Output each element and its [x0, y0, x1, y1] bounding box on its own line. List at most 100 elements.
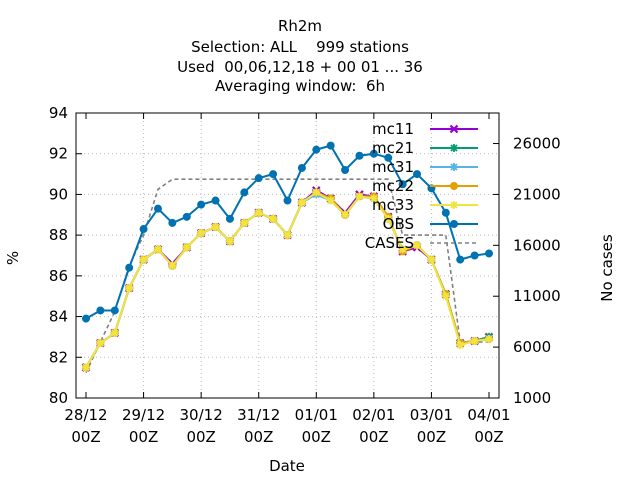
x-tick-label: 01/01 — [295, 406, 338, 424]
x-tick-label-time: 00Z — [71, 428, 100, 446]
data-point-mc33 — [168, 261, 177, 270]
data-point-mc33 — [211, 223, 220, 231]
data-point-obs — [341, 166, 350, 174]
data-point-obs — [326, 141, 335, 150]
y2-axis-label: No cases — [598, 234, 616, 302]
y-tick-label: 88 — [49, 226, 68, 244]
legend-label-obs: OBS — [383, 215, 414, 233]
data-point-obs — [456, 255, 465, 264]
y2-tick-label: 6000 — [513, 338, 551, 356]
chart-subtitle-averaging: Averaging window: 6h — [215, 77, 385, 95]
data-point-mc33 — [297, 198, 306, 207]
y-axis-label: % — [4, 251, 22, 265]
data-point-obs — [168, 218, 177, 227]
data-point-obs — [240, 188, 249, 197]
x-tick-label-time: 00Z — [302, 428, 331, 446]
series-mc33 — [82, 188, 493, 372]
series-mc22 — [82, 188, 493, 372]
x-tick-label: 31/12 — [237, 406, 280, 424]
y-tick-label: 90 — [49, 185, 68, 203]
y-tick-label: 86 — [49, 267, 68, 285]
x-tick-label: 28/12 — [64, 406, 107, 424]
legend-marker-mc11 — [449, 124, 459, 134]
legend-marker-obs — [450, 220, 458, 228]
y2-tick-label: 21000 — [513, 185, 561, 203]
data-point-obs — [82, 314, 90, 323]
data-point-obs — [355, 151, 364, 160]
data-point-obs — [182, 212, 191, 221]
legend-label-mc31: mc31 — [372, 158, 414, 176]
legend-label-mc33: mc33 — [372, 196, 414, 214]
y2-tick-label: 16000 — [513, 236, 561, 254]
data-point-mc33 — [355, 192, 364, 201]
data-point-mc33 — [398, 245, 407, 254]
series-mc11 — [81, 186, 494, 372]
data-point-mc33 — [341, 210, 350, 219]
data-point-obs — [413, 170, 422, 179]
data-point-mc33 — [456, 341, 465, 350]
data-point-mc33 — [427, 255, 436, 264]
x-tick-label-time: 00Z — [474, 428, 503, 446]
x-tick-label: 30/12 — [180, 406, 223, 424]
y-tick-label: 94 — [49, 104, 68, 122]
data-point-obs — [312, 145, 321, 154]
series-line-mc22 — [85, 191, 490, 369]
data-point-mc33 — [384, 214, 393, 223]
data-point-obs — [269, 170, 278, 179]
legend-marker-mc22 — [450, 182, 458, 190]
data-point-mc33 — [110, 328, 119, 337]
series-line-mc33 — [85, 191, 490, 369]
data-point-obs — [369, 149, 378, 158]
x-tick-label-time: 00Z — [186, 428, 215, 446]
data-point-mc33 — [254, 208, 263, 217]
data-point-mc33 — [413, 241, 422, 250]
series-line-mc31 — [85, 193, 490, 369]
data-point-mc33 — [312, 188, 321, 197]
plot-frame — [75, 112, 500, 399]
data-point-obs — [153, 204, 162, 213]
data-point-mc33 — [470, 337, 479, 345]
legend-label-mc11: mc11 — [372, 120, 414, 138]
y-tick-label: 84 — [49, 308, 68, 326]
legend-label-mc21: mc21 — [372, 139, 414, 157]
data-point-obs — [283, 196, 292, 205]
series-line-cases — [85, 178, 489, 373]
data-point-obs — [225, 214, 234, 223]
data-point-mc33 — [283, 231, 292, 240]
legend-label-mc22: mc22 — [372, 177, 414, 195]
x-tick-label-time: 00Z — [244, 428, 273, 446]
data-point-obs — [197, 200, 206, 209]
data-point-obs — [441, 208, 450, 217]
x-tick-label: 02/01 — [352, 406, 395, 424]
data-point-mc33 — [441, 292, 450, 301]
y2-tick-label: 26000 — [513, 135, 561, 153]
legend-marker-mc33 — [450, 201, 458, 209]
series-line-mc11 — [85, 189, 490, 369]
data-point-obs — [96, 306, 105, 315]
data-point-obs — [211, 196, 220, 205]
data-point-mc33 — [240, 218, 249, 227]
y2-tick-label: 11000 — [513, 287, 561, 305]
data-point-obs — [139, 225, 148, 234]
data-point-mc33 — [197, 229, 206, 238]
data-point-obs — [384, 153, 393, 162]
chart-title: Rh2m — [278, 17, 322, 35]
data-point-mc33 — [82, 363, 90, 372]
x-tick-label: 03/01 — [410, 406, 453, 424]
chart-subtitle-used: Used 00,06,12,18 + 00 01 ... 36 — [177, 58, 423, 76]
y-tick-label: 82 — [49, 348, 68, 366]
data-point-obs — [485, 249, 493, 258]
data-point-obs — [297, 163, 306, 172]
data-point-mc33 — [153, 245, 162, 254]
x-tick-label-time: 00Z — [129, 428, 158, 446]
data-point-obs — [110, 306, 119, 315]
data-point-obs — [470, 251, 479, 260]
legend-label-cases: CASES — [365, 234, 414, 252]
legend-marker-mc31 — [450, 163, 458, 171]
data-point-mc33 — [225, 237, 234, 246]
x-tick-label-time: 00Z — [417, 428, 446, 446]
data-point-mc33 — [139, 255, 148, 264]
x-tick-label-time: 00Z — [359, 428, 388, 446]
